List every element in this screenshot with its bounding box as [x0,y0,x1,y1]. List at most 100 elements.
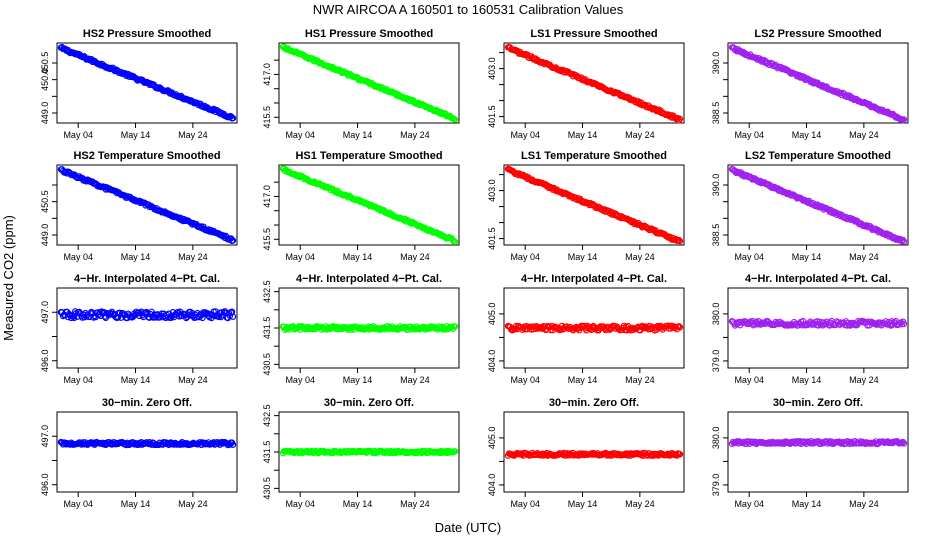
y-tick-label: 405.0 [487,303,497,326]
panel-ls1-r0: LS1 Pressure Smoothed 401.5 403.0 May 04 May… [487,28,685,140]
data-point [899,117,907,124]
x-tick-label: May 04 [63,252,93,262]
x-tick-label: May 04 [734,499,764,509]
y-tick-label: 404.0 [487,474,497,497]
y-tick-label: 417.0 [262,185,272,208]
x-tick-label: May 04 [734,375,764,385]
x-tick-label: May 24 [400,375,430,385]
x-tick-label: May 04 [510,130,540,140]
panel-title: LS2 Temperature Smoothed [745,150,891,162]
x-tick-label: May 14 [792,252,822,262]
y-tick-label: 432.5 [262,404,272,427]
data-point [451,116,459,123]
y-tick-label: 450.5 [40,190,50,213]
data-point [898,116,906,123]
x-tick-label: May 24 [849,252,879,262]
plot-frame [503,42,685,124]
y-tick-label: 379.0 [711,474,721,497]
panel-hs2-r3: 30−min. Zero Off. 496.0 497.0 May 04 May 14 M… [40,397,238,509]
y-tick-label: 431.5 [262,317,272,340]
data-point [106,65,114,73]
y-tick-label: 431.5 [262,441,272,464]
y-tick-label: 401.5 [487,105,497,128]
panel-title: HS1 Temperature Smoothed [295,150,442,162]
x-tick-label: May 24 [625,499,655,509]
y-tick-label: 497.0 [40,301,50,324]
x-tick-label: May 04 [285,499,315,509]
data-point [229,313,237,320]
x-tick-label: May 14 [343,130,373,140]
figure-xlabel: Date (UTC) [435,520,501,535]
data-points [504,449,684,459]
data-points [728,44,908,124]
data-points [57,438,237,449]
data-point [451,448,459,455]
y-tick-label: 401.5 [487,227,497,250]
x-tick-label: May 04 [285,130,315,140]
data-points [279,43,459,123]
x-tick-label: May 04 [734,252,764,262]
x-tick-label: May 14 [568,375,598,385]
data-points [279,323,459,333]
data-point [676,324,684,331]
x-tick-label: May 04 [510,252,540,262]
x-tick-label: May 14 [121,499,151,509]
y-tick-label: 404.0 [487,350,497,373]
y-tick-label: 403.0 [487,57,497,80]
data-point [900,320,908,328]
panel-title: 30−min. Zero Off. [324,397,414,409]
panel-title: LS1 Temperature Smoothed [521,150,667,162]
data-points [57,43,237,122]
data-points [728,317,908,329]
panel-title: 30−min. Zero Off. [549,397,639,409]
panel-title: HS2 Pressure Smoothed [83,28,211,40]
panel-hs1-r2: 4−Hr. Interpolated 4−Pt. Cal. 430.5 431.5 4… [262,273,460,385]
x-tick-label: May 14 [792,375,822,385]
y-tick-label: 497.0 [40,425,50,448]
data-point [675,323,683,330]
plot-frame [727,287,909,369]
x-tick-label: May 14 [568,130,598,140]
x-tick-label: May 14 [121,252,151,262]
x-tick-label: May 14 [121,130,151,140]
panel-hs1-r1: HS1 Temperature Smoothed 415.5 417.0 May 04… [262,150,460,262]
panel-ls2-r2: 4−Hr. Interpolated 4−Pt. Cal. 379.0 380.0 M… [711,273,909,385]
panel-ls2-r1: LS2 Temperature Smoothed 388.5 390.0 May 04… [711,150,909,262]
x-tick-label: May 24 [400,130,430,140]
panel-ls1-r1: LS1 Temperature Smoothed 401.5 403.0 May 04… [487,150,685,262]
data-point [69,313,77,320]
data-point [676,237,684,245]
figure-ylabel: Measured CO2 (ppm) [1,215,16,341]
data-point [190,99,197,106]
panel-title: 30−min. Zero Off. [102,397,192,409]
x-tick-label: May 24 [849,499,879,509]
panel-hs2-r2: 4−Hr. Interpolated 4−Pt. Cal. 496.0 497.0 M… [40,273,238,385]
panel-ls2-r0: LS2 Pressure Smoothed 388.5 390.0 May 04 May… [711,28,909,140]
x-tick-label: May 14 [568,499,598,509]
data-point [113,314,121,322]
data-point [451,323,459,330]
y-tick-label: 380.0 [711,427,721,450]
x-tick-label: May 04 [285,375,315,385]
plot-frame [503,287,685,369]
x-tick-label: May 04 [63,130,93,140]
data-point [676,451,684,458]
y-tick-label: 379.0 [711,350,721,373]
x-tick-label: May 24 [849,375,879,385]
plot-frame [503,164,685,246]
plot-frame [278,42,460,124]
data-point [146,314,153,321]
data-point [788,192,796,199]
x-tick-label: May 24 [625,252,655,262]
plot-frame [56,411,238,493]
x-tick-label: May 14 [121,375,151,385]
y-tick-label: 390.0 [711,52,721,75]
plot-frame [56,164,238,246]
x-tick-label: May 14 [792,130,822,140]
x-tick-label: May 04 [734,130,764,140]
panel-grid: HS2 Pressure Smoothed449.0450.0450.5May … [40,28,909,509]
x-tick-label: May 14 [792,499,822,509]
x-tick-label: May 04 [510,499,540,509]
